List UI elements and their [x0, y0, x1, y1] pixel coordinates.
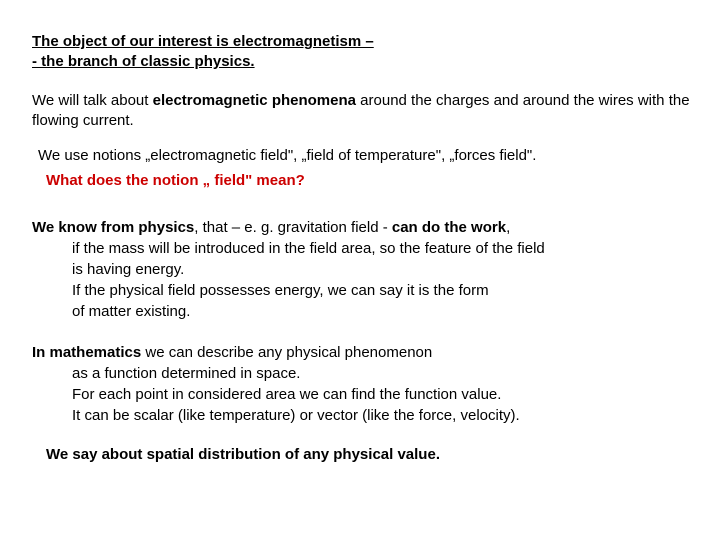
- physics-comma: ,: [506, 219, 510, 236]
- title-block: The object of our interest is electromag…: [32, 32, 690, 73]
- intro-paragraph: We will talk about electromagnetic pheno…: [32, 91, 690, 132]
- physics-lead: We know from physics: [32, 219, 194, 236]
- physics-line-4: If the physical field possesses energy, …: [32, 280, 690, 301]
- math-line-3: For each point in considered area we can…: [32, 384, 690, 405]
- physics-block: We know from physics, that – e. g. gravi…: [32, 217, 690, 322]
- intro-text-bold: electromagnetic phenomena: [153, 92, 356, 109]
- slide-content: The object of our interest is electromag…: [0, 0, 720, 483]
- physics-line-2: if the mass will be introduced in the fi…: [32, 238, 690, 259]
- physics-line-1: We know from physics, that – e. g. gravi…: [32, 217, 690, 238]
- intro-text-a: We will talk about: [32, 92, 153, 109]
- physics-line-5: of matter existing.: [32, 301, 690, 322]
- notions-paragraph: We use notions „electromagnetic field", …: [32, 145, 690, 166]
- math-line-2: as a function determined in space.: [32, 363, 690, 384]
- math-lead: In mathematics: [32, 344, 141, 361]
- title-line-1: The object of our interest is electromag…: [32, 32, 690, 52]
- question-heading: What does the notion „ field" mean?: [32, 172, 690, 189]
- closing-statement: We say about spatial distribution of any…: [32, 446, 690, 463]
- math-line-4: It can be scalar (like temperature) or v…: [32, 405, 690, 426]
- math-rest: we can describe any physical phenomenon: [141, 344, 432, 361]
- math-block: In mathematics we can describe any physi…: [32, 342, 690, 426]
- math-line-1: In mathematics we can describe any physi…: [32, 342, 690, 363]
- physics-line-3: is having energy.: [32, 259, 690, 280]
- physics-bold2: can do the work: [392, 219, 506, 236]
- title-line-2: - the branch of classic physics.: [32, 52, 690, 72]
- physics-mid: , that – e. g. gravitation field -: [194, 219, 392, 236]
